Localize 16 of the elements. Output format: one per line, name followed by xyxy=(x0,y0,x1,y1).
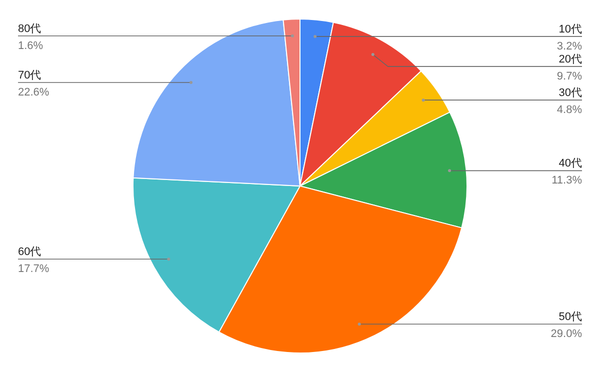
slice-label: 70代 xyxy=(18,70,42,82)
slice-label: 80代 xyxy=(18,22,42,35)
slice-label: 50代 xyxy=(558,311,582,324)
data-label: 3.2% xyxy=(556,40,582,52)
data-label: 9.7% xyxy=(556,70,582,82)
slice-label: 60代 xyxy=(18,246,42,258)
data-label: 1.6% xyxy=(18,40,44,52)
data-label: 17.7% xyxy=(18,263,50,276)
slice-label: 20代 xyxy=(558,53,582,66)
slice-label: 10代 xyxy=(558,23,582,36)
data-label: 11.3% xyxy=(552,174,582,187)
slice-label: 30代 xyxy=(558,87,582,100)
data-label: 4.8% xyxy=(556,104,582,116)
slice-label: 40代 xyxy=(558,158,582,170)
data-label: 22.6% xyxy=(18,86,50,99)
data-label: 29.0% xyxy=(550,328,582,340)
